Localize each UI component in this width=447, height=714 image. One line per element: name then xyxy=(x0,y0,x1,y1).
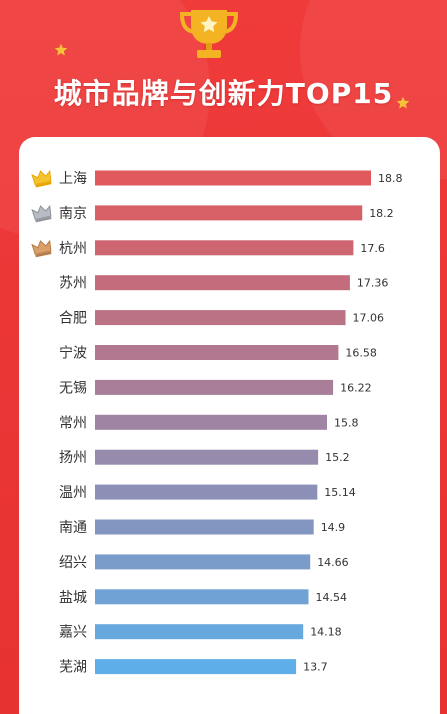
chart-row: 南通 14.9 xyxy=(59,519,346,536)
chart-row: 芜湖 13.7 xyxy=(59,659,328,676)
bar xyxy=(95,554,311,570)
category-label: 扬州 xyxy=(59,450,87,466)
bar xyxy=(95,240,354,256)
value-label: 18.8 xyxy=(378,172,403,185)
category-label: 南京 xyxy=(59,206,87,222)
bar xyxy=(95,414,327,430)
chart-row: 常州 15.8 xyxy=(59,414,359,431)
crown-silver-icon xyxy=(31,204,52,223)
category-label: 苏州 xyxy=(59,276,87,292)
star-icon xyxy=(54,43,68,56)
crown-gold-icon xyxy=(31,170,52,188)
bar xyxy=(95,519,314,535)
value-label: 13.7 xyxy=(303,661,328,674)
category-label: 盐城 xyxy=(59,590,87,606)
category-label: 绍兴 xyxy=(59,555,87,571)
chart-row: 嘉兴 14.18 xyxy=(59,624,342,641)
bar xyxy=(95,205,363,221)
category-label: 上海 xyxy=(59,171,87,187)
category-label: 南通 xyxy=(59,520,87,536)
category-label: 无锡 xyxy=(59,380,87,396)
value-label: 17.06 xyxy=(353,312,385,325)
value-label: 18.2 xyxy=(369,207,394,220)
chart-row: 温州 15.14 xyxy=(59,484,356,501)
chart-card: 上海 18.8 南京 18.2 杭州 17.6 苏州 17.36 合肥 17.06 宁波 16.58 无… xyxy=(19,137,440,714)
page-title: 城市品牌与创新力TOP15 xyxy=(53,77,394,110)
bar xyxy=(95,484,318,500)
value-label: 14.54 xyxy=(316,591,348,604)
bar xyxy=(95,275,350,291)
chart-row: 盐城 14.54 xyxy=(59,589,347,606)
value-label: 15.8 xyxy=(334,416,359,429)
category-label: 杭州 xyxy=(59,241,87,257)
value-label: 14.66 xyxy=(317,556,349,569)
value-label: 15.14 xyxy=(324,486,356,499)
chart-row: 合肥 17.06 xyxy=(59,310,384,327)
value-label: 14.18 xyxy=(310,626,342,639)
bar xyxy=(95,589,309,605)
category-label: 芜湖 xyxy=(59,659,87,676)
chart-row: 宁波 16.58 xyxy=(59,345,377,362)
value-label: 16.58 xyxy=(345,347,377,360)
bar-chart: 上海 18.8 南京 18.2 杭州 17.6 苏州 17.36 合肥 17.06 宁波 16.58 无… xyxy=(31,170,403,676)
trophy-icon xyxy=(179,10,239,58)
chart-row: 绍兴 14.66 xyxy=(59,554,349,571)
value-label: 17.6 xyxy=(360,242,385,255)
bar xyxy=(95,379,334,395)
bar xyxy=(95,659,297,675)
chart-row: 杭州 17.6 xyxy=(59,240,385,257)
bar xyxy=(95,310,346,326)
chart-row: 扬州 15.2 xyxy=(59,449,350,466)
bar xyxy=(95,345,339,360)
crown-bronze-icon xyxy=(31,239,52,258)
star-icon xyxy=(396,96,410,109)
value-label: 17.36 xyxy=(357,277,389,290)
bar xyxy=(95,170,371,186)
bar xyxy=(95,449,319,465)
value-label: 16.22 xyxy=(340,381,372,394)
category-label: 常州 xyxy=(59,415,87,431)
category-label: 合肥 xyxy=(59,311,87,327)
bar xyxy=(95,624,304,640)
chart-row: 无锡 16.22 xyxy=(59,379,372,396)
category-label: 宁波 xyxy=(59,345,87,362)
value-label: 15.2 xyxy=(325,451,350,464)
category-label: 嘉兴 xyxy=(59,625,87,641)
chart-row: 南京 18.2 xyxy=(59,205,394,222)
value-label: 14.9 xyxy=(321,521,346,534)
chart-row: 上海 18.8 xyxy=(59,170,403,187)
category-label: 温州 xyxy=(59,485,87,501)
chart-row: 苏州 17.36 xyxy=(59,275,388,292)
